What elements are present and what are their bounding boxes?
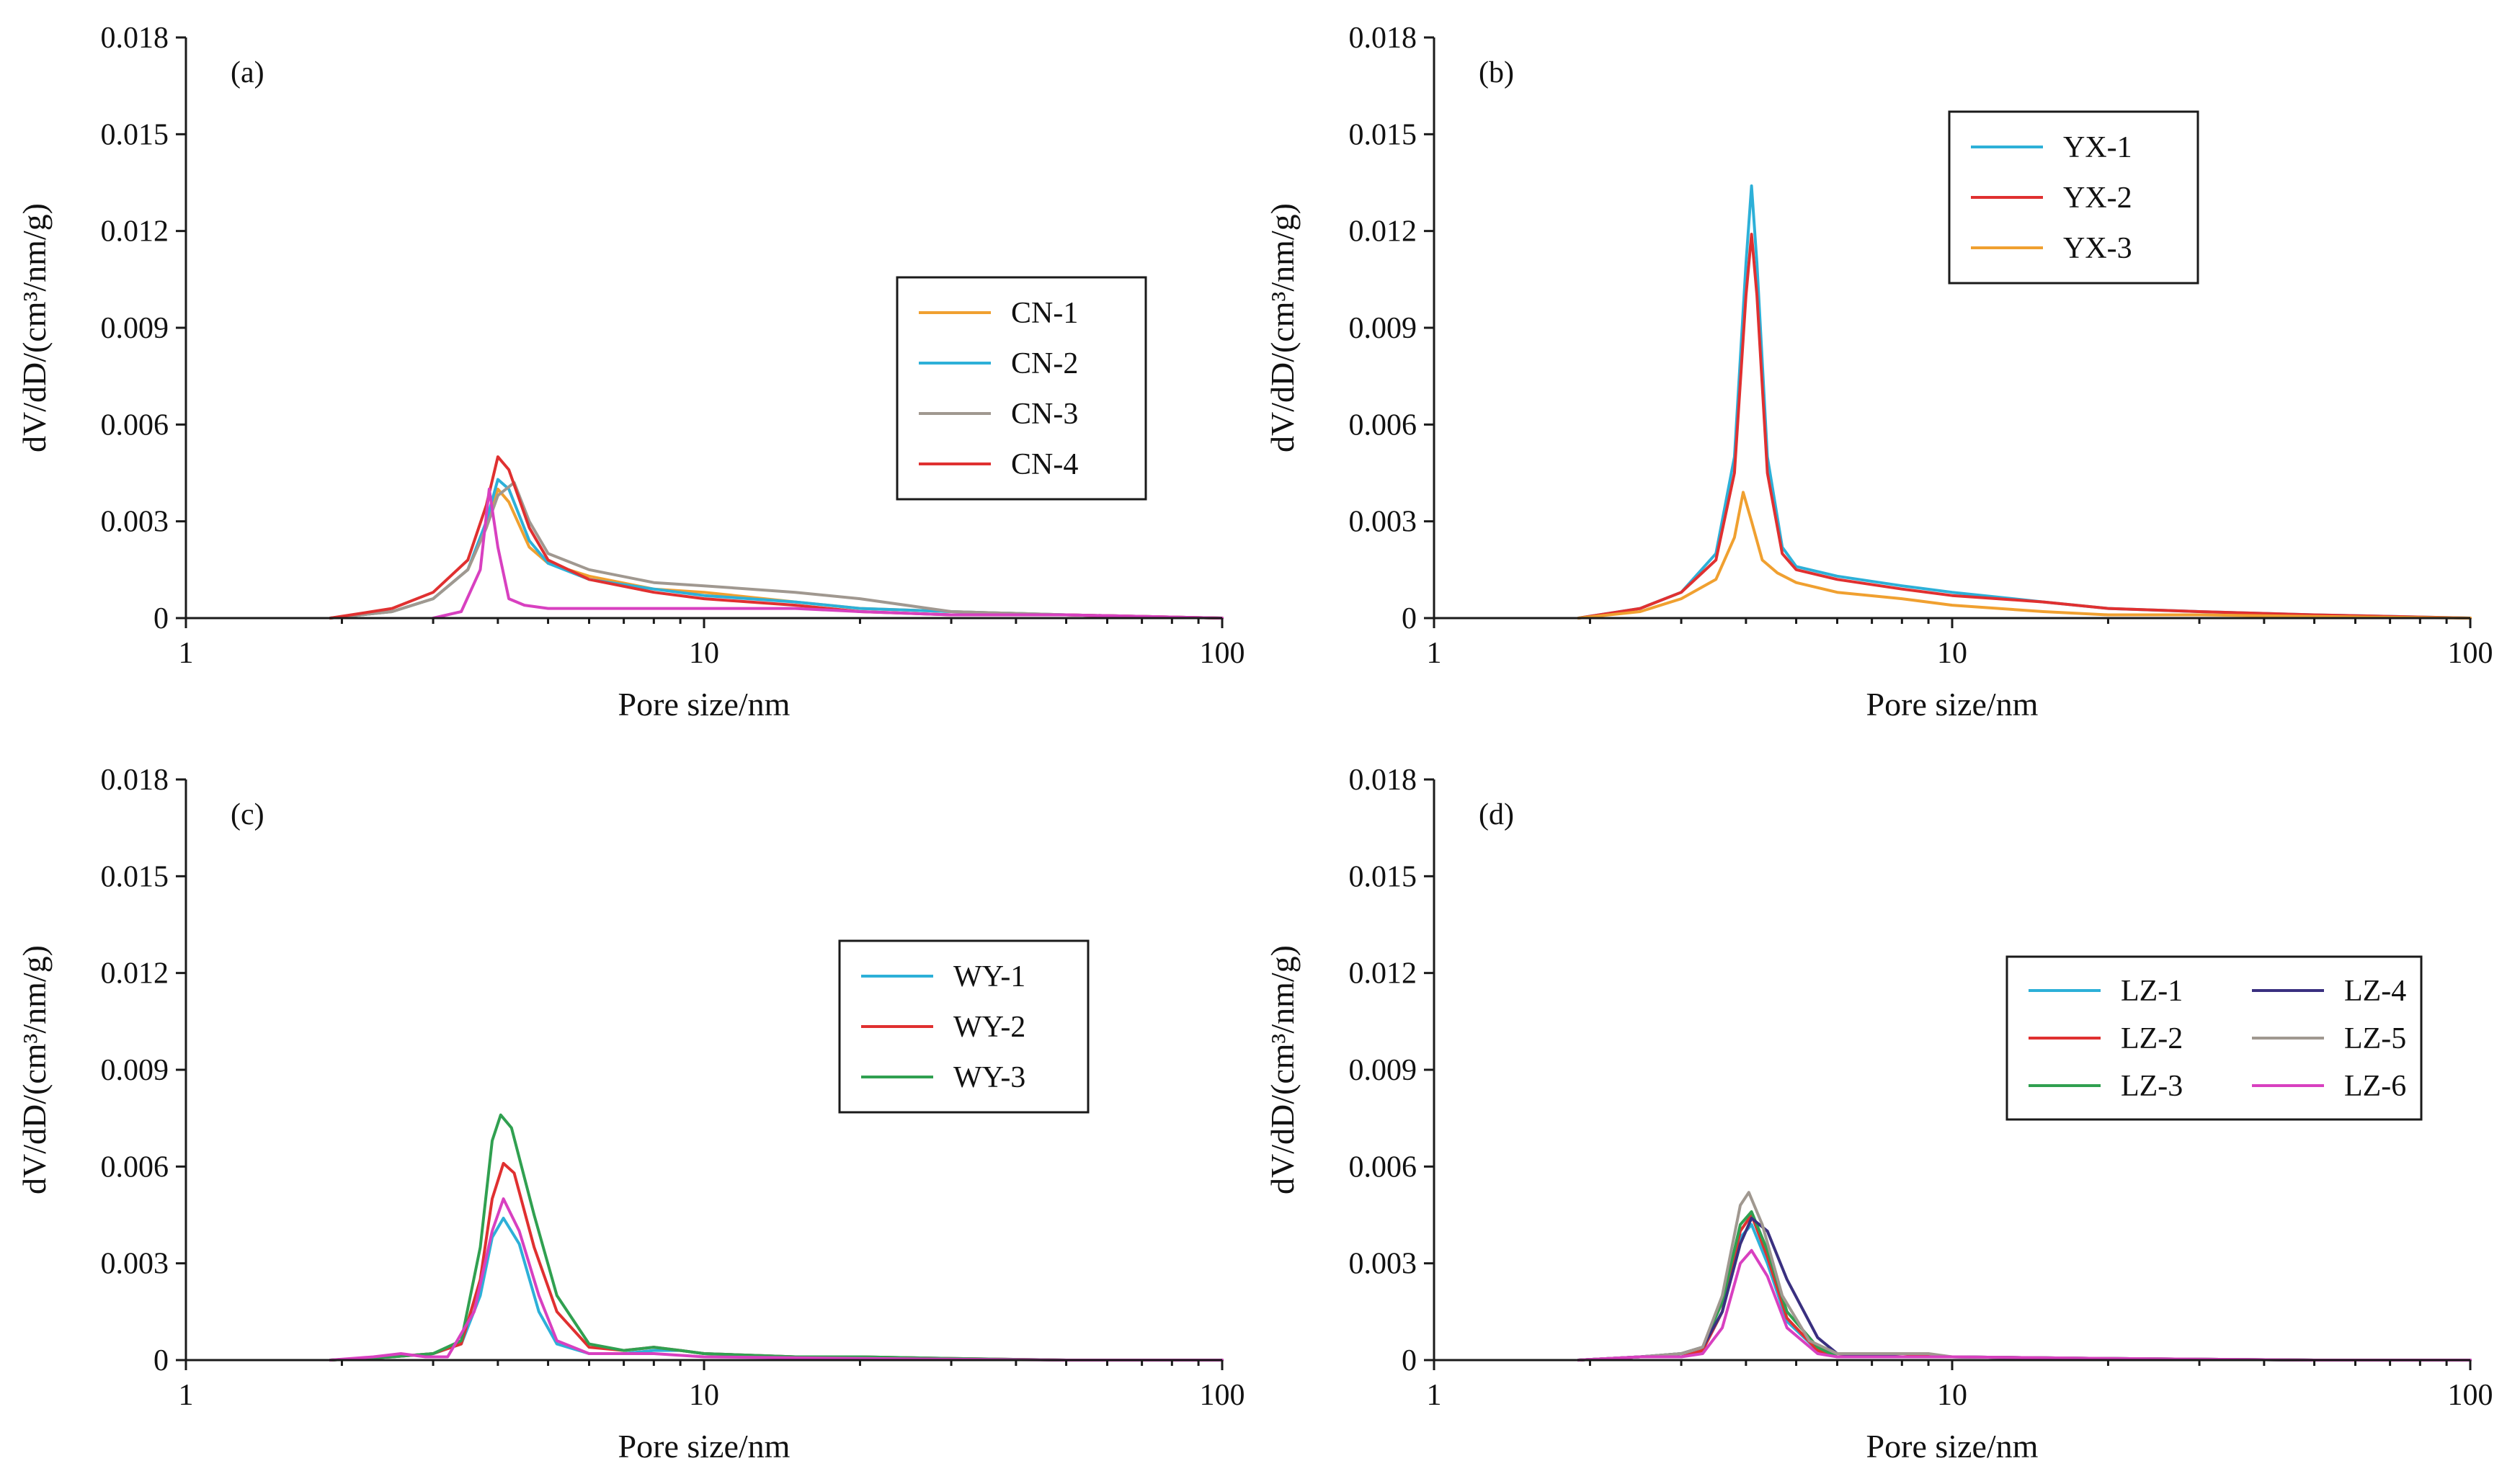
- x-tick-label: 1: [1427, 1379, 1442, 1412]
- y-tick-label: 0.015: [101, 118, 169, 151]
- panel-label: (a): [231, 56, 264, 89]
- legend-label-wy-1: WY-1: [953, 960, 1025, 993]
- x-tick-label: 10: [1937, 637, 1967, 670]
- series-line-lz-6: [1577, 1248, 2472, 1362]
- panel-label: (d): [1479, 798, 1514, 831]
- legend: LZ-1 LZ-2 LZ-3 LZ-4 LZ-5 LZ-6: [2005, 955, 2423, 1121]
- y-tick-label: 0.006: [101, 1150, 169, 1184]
- x-axis-title: Pore size/nm: [1866, 1428, 2039, 1465]
- y-axis-title: dV/dD/(cm³/nm/g): [1264, 945, 1301, 1194]
- x-tick-label: 1: [1427, 637, 1442, 670]
- x-axis-title: Pore size/nm: [618, 686, 791, 723]
- x-tick-label: 100: [2448, 1379, 2493, 1412]
- y-tick-label: 0.018: [1349, 22, 1417, 55]
- y-tick-label: 0.003: [101, 506, 169, 539]
- x-tick-label: 1: [179, 1379, 194, 1412]
- x-tick-label: 100: [1200, 1379, 1245, 1412]
- legend-label-yx-3: YX-3: [2063, 232, 2132, 265]
- y-tick-label: 0.009: [1349, 1054, 1417, 1087]
- y-tick-label: 0: [1402, 602, 1417, 635]
- x-tick-label: 10: [689, 637, 719, 670]
- y-tick-label: 0.003: [101, 1248, 169, 1281]
- legend-label-lz-1: LZ-1: [2121, 975, 2183, 1008]
- chart-panel-4: 0 0.003 0.006 0.009 0.012 0.015 0.018 1 10 100 Por…: [1264, 764, 2493, 1465]
- series-line-lz-2: [1577, 1213, 2472, 1362]
- panel-label: (b): [1479, 56, 1514, 89]
- legend-label-cn-3: CN-3: [1011, 398, 1078, 431]
- y-tick-label: 0.012: [1349, 215, 1417, 249]
- series-line-cn-3: [329, 480, 1224, 620]
- series-line-wy-3: [329, 1113, 1224, 1362]
- legend: YX-1 YX-2 YX-3: [1948, 110, 2199, 285]
- legend: WY-1 WY-2 WY-3: [838, 939, 1090, 1114]
- legend-label-cn-1: CN-1: [1011, 297, 1078, 330]
- legend-label-wy-2: WY-2: [953, 1011, 1025, 1044]
- series-line-yx-3: [1577, 491, 2472, 620]
- legend-label-lz-6: LZ-6: [2344, 1070, 2406, 1103]
- y-tick-label: 0.009: [101, 312, 169, 345]
- legend-box: [896, 276, 1147, 501]
- legend-label-yx-1: YX-1: [2063, 131, 2132, 164]
- y-tick-label: 0: [153, 602, 169, 635]
- x-axis-title: Pore size/nm: [1866, 686, 2039, 723]
- y-axis-title: dV/dD/(cm³/nm/g): [16, 945, 53, 1194]
- series-line-unlabeled-3: [329, 1197, 1224, 1362]
- series-line-lz-3: [1577, 1210, 2472, 1362]
- x-tick-label: 100: [2448, 637, 2493, 670]
- y-tick-label: 0.012: [101, 957, 169, 991]
- x-tick-label: 1: [179, 637, 194, 670]
- y-tick-label: 0.006: [1349, 408, 1417, 442]
- legend-label-lz-5: LZ-5: [2344, 1022, 2406, 1055]
- y-tick-label: 0.003: [1349, 1248, 1417, 1281]
- series-line-cn-1: [329, 487, 1224, 620]
- legend-label-lz-4: LZ-4: [2344, 975, 2406, 1008]
- y-tick-label: 0.012: [1349, 957, 1417, 991]
- x-tick-label: 10: [689, 1379, 719, 1412]
- y-tick-label: 0.012: [101, 215, 169, 249]
- x-axis-title: Pore size/nm: [618, 1428, 791, 1465]
- chart-panel-3: 0 0.003 0.006 0.009 0.012 0.015 0.018 1 10 100 Por…: [16, 764, 1245, 1465]
- chart-panel-2: 0 0.003 0.006 0.009 0.012 0.015 0.018 1 10 100 Por…: [1264, 22, 2493, 723]
- legend: CN-1 CN-2 CN-3 CN-4: [896, 276, 1147, 501]
- series-line-unlabeled-4: [432, 487, 1224, 620]
- y-tick-label: 0.018: [101, 22, 169, 55]
- y-tick-label: 0.006: [1349, 1150, 1417, 1184]
- y-tick-label: 0.015: [1349, 860, 1417, 893]
- y-tick-label: 0.003: [1349, 506, 1417, 539]
- legend-label-cn-2: CN-2: [1011, 347, 1078, 380]
- y-tick-label: 0.006: [101, 408, 169, 442]
- y-axis-title: dV/dD/(cm³/nm/g): [16, 203, 53, 452]
- y-tick-label: 0: [153, 1344, 169, 1377]
- legend-label-lz-3: LZ-3: [2121, 1070, 2183, 1103]
- y-tick-label: 0.018: [101, 764, 169, 797]
- series-line-yx-2: [1577, 233, 2472, 620]
- legend-label-cn-4: CN-4: [1011, 448, 1078, 481]
- chart-panel-1: 0 0.003 0.006 0.009 0.012 0.015 0.018 1 10 100 Por…: [16, 22, 1245, 723]
- panel-label: (c): [231, 798, 264, 831]
- y-tick-label: 0: [1402, 1344, 1417, 1377]
- y-tick-label: 0.018: [1349, 764, 1417, 797]
- x-tick-label: 100: [1200, 637, 1245, 670]
- legend-label-yx-2: YX-2: [2063, 182, 2132, 215]
- y-tick-label: 0.009: [1349, 312, 1417, 345]
- legend-label-wy-3: WY-3: [953, 1061, 1025, 1094]
- y-axis-title: dV/dD/(cm³/nm/g): [1264, 203, 1301, 452]
- legend-label-lz-2: LZ-2: [2121, 1022, 2183, 1055]
- series-line-lz-5: [1577, 1191, 2472, 1362]
- x-tick-label: 10: [1937, 1379, 1967, 1412]
- y-tick-label: 0.009: [101, 1054, 169, 1087]
- y-tick-label: 0.015: [101, 860, 169, 893]
- y-tick-label: 0.015: [1349, 118, 1417, 151]
